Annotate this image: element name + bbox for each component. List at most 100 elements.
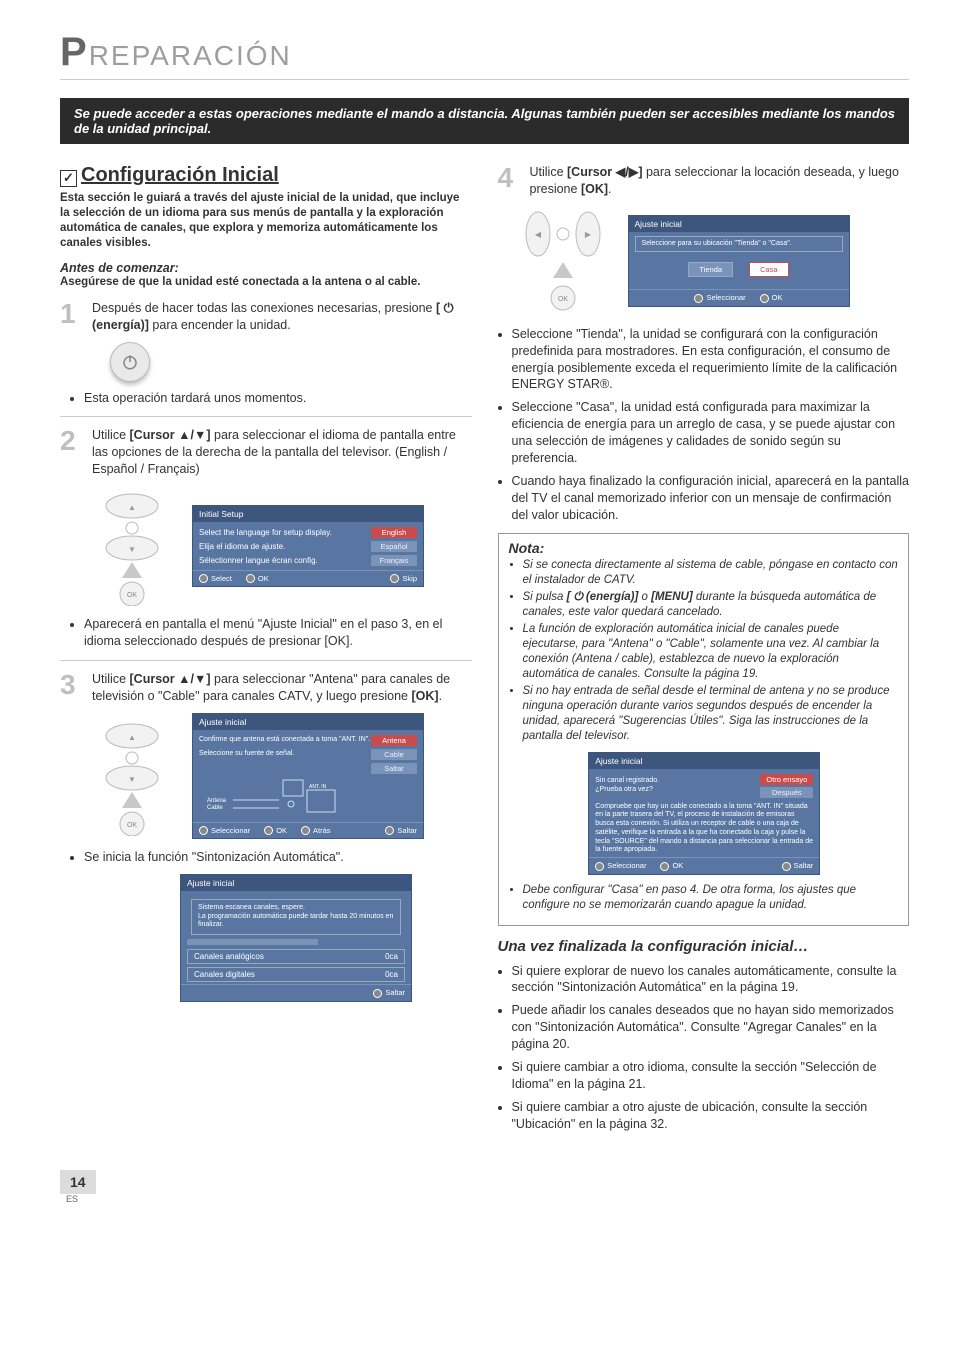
screen-language-footer: Select OK Skip [193, 570, 423, 587]
screen-location: Ajuste inicial Seleccione para su ubicac… [628, 215, 850, 307]
note-3: La función de exploración automática ini… [523, 622, 899, 682]
svg-text:OK: OK [127, 822, 137, 829]
loc-opt-tienda: Tienda [688, 262, 733, 277]
note-list: Si se conecta directamente al sistema de… [523, 558, 899, 743]
screen-language-title: Initial Setup [193, 506, 423, 522]
svg-text:Antena: Antena [207, 798, 227, 804]
remote-dpad-graphic-2: ▲ ▼ OK [92, 716, 172, 836]
lang-opt-english: English [371, 527, 417, 538]
after-4: Si quiere cambiar a otro ajuste de ubica… [512, 1099, 910, 1133]
step-4-bullet-1: Seleccione "Tienda", la unidad se config… [512, 326, 910, 394]
config-intro: Esta sección le guiará a través del ajus… [60, 191, 472, 251]
screen-source-title: Ajuste inicial [193, 714, 423, 730]
retry-f1: Seleccionar [607, 861, 646, 870]
step-1-bullets: Esta operación tardará unos momentos. [84, 390, 472, 407]
scan-l2: La programación automática puede tardar … [198, 913, 394, 931]
step-4-key: [Cursor ◀/▶] [567, 165, 642, 179]
note-title: Nota: [509, 540, 899, 556]
page-lang: ES [66, 1194, 909, 1204]
step-4-bullets: Seleccione "Tienda", la unidad se config… [512, 326, 910, 524]
scan-l1: Sistema escanea canales, espere. [198, 904, 394, 913]
retry-f2: OK [672, 861, 683, 870]
lang-row2: Elija el idioma de ajuste. [199, 542, 285, 551]
callout-bar: Se puede acceder a estas operaciones med… [60, 98, 909, 144]
step-3-key2: [OK] [411, 689, 438, 703]
remote-dpad-graphic-3: ◀ ▶ OK [518, 206, 608, 316]
step-3: 3 Utilice [Cursor ▲/▼] para seleccionar … [60, 671, 472, 705]
step-3-number: 3 [60, 671, 82, 705]
src-opt-cable: Cable [371, 749, 417, 760]
screen-location-footer: Seleccionar OK [629, 289, 849, 306]
retry-opt2: Después [760, 787, 813, 798]
step-4-bullet-3: Cuando haya finalizado la configuración … [512, 473, 910, 524]
left-column: ✓Configuración Inicial Esta sección le g… [60, 164, 472, 1140]
scan-val-a: 0ca [385, 952, 398, 961]
page-container: PREPARACIÓN Se puede acceder a estas ope… [0, 0, 954, 1224]
step-2-body: Utilice [Cursor ▲/▼] para seleccionar el… [92, 427, 472, 478]
step-4-number: 4 [498, 164, 520, 198]
src-f4: Saltar [397, 826, 417, 835]
step-2-number: 2 [60, 427, 82, 478]
step-3-key: [Cursor ▲/▼] [130, 672, 211, 686]
after-list: Si quiere explorar de nuevo los canales … [512, 963, 910, 1133]
loc-line1: Seleccione para su ubicación "Tienda" o … [635, 236, 843, 253]
screen-source-footer: Seleccionar OK Atrás Saltar [193, 822, 423, 839]
power-button-graphic [110, 342, 150, 382]
lang-row1: Select the language for setup display. [199, 528, 332, 537]
after-3: Si quiere cambiar a otro idioma, consult… [512, 1059, 910, 1093]
connection-diagram-icon: Antena Cable ANT. IN [199, 776, 349, 818]
svg-text:▼: ▼ [128, 775, 136, 784]
note-2: Si pulsa [ ⏻ (energía)] o [MENU] durante… [523, 590, 899, 620]
page-number: 14 [60, 1170, 96, 1194]
loc-opt-casa: Casa [749, 262, 789, 277]
src-opt-antena: Antena [371, 735, 417, 746]
scan-val-d: 0ca [385, 970, 398, 979]
screen-retry-body: Sin canal registrado. ¿Prueba otra vez? … [589, 769, 819, 858]
screen-source-body: Confirme que antena está conectada a tom… [193, 730, 423, 822]
scan-row-a: Canales analógicos [194, 952, 264, 961]
step-4-text-a: Utilice [530, 165, 568, 179]
svg-text:▲: ▲ [128, 503, 136, 512]
section-first-letter: P [60, 30, 89, 74]
step-3-body: Utilice [Cursor ▲/▼] para seleccionar "A… [92, 671, 472, 705]
step-1-bullet-1: Esta operación tardará unos momentos. [84, 390, 472, 407]
right-column: 4 Utilice [Cursor ◀/▶] para seleccionar … [498, 164, 910, 1140]
screen-scan-footer: Saltar [181, 984, 411, 1001]
note-4: Si no hay entrada de señal desde el term… [523, 684, 899, 744]
svg-text:OK: OK [127, 592, 137, 599]
svg-text:◀: ◀ [534, 230, 541, 239]
note-5: Debe configurar "Casa" en paso 4. De otr… [523, 883, 899, 913]
lang-f3: Skip [402, 574, 417, 583]
retry-l1: Sin canal registrado. [595, 777, 659, 786]
lang-f1: Select [211, 574, 232, 583]
screen-language: Initial Setup Select the language for se… [192, 505, 424, 588]
screen-retry: Ajuste inicial Sin canal registrado. ¿Pr… [588, 752, 820, 875]
progress-bar-icon [187, 939, 318, 945]
loc-f1: Seleccionar [706, 293, 745, 302]
screen-location-title: Ajuste inicial [629, 216, 849, 232]
step-1-body: Después de hacer todas las conexiones ne… [92, 300, 472, 334]
scan-f1: Saltar [385, 988, 405, 997]
step-2: 2 Utilice [Cursor ▲/▼] para seleccionar … [60, 427, 472, 478]
screen-source: Ajuste inicial Confirme que antena está … [192, 713, 424, 840]
lang-opt-espanol: Español [371, 541, 417, 552]
step-4: 4 Utilice [Cursor ◀/▶] para seleccionar … [498, 164, 910, 198]
src-opt-saltar: Saltar [371, 763, 417, 774]
src-line1: Confirme que antena está conectada a tom… [199, 736, 370, 745]
step-1-number: 1 [60, 300, 82, 334]
remote-dpad-graphic-1: ▲ ▼ OK [92, 486, 172, 606]
step-4-key2: [OK] [581, 182, 608, 196]
screen-scan: Ajuste inicial Sistema escanea canales, … [180, 874, 412, 1002]
retry-l3: Compruebe que hay un cable conectado a l… [595, 803, 813, 856]
screen-retry-footer: Seleccionar OK Saltar [589, 857, 819, 874]
step-2-bullets: Aparecerá en pantalla el menú "Ajuste In… [84, 616, 472, 650]
step-2-text-a: Utilice [92, 428, 130, 442]
step-2-figure: ▲ ▼ OK Initial Setup Select the language… [92, 486, 472, 606]
retry-f3: Saltar [794, 861, 814, 870]
src-line2: Seleccione su fuente de señal. [199, 750, 294, 759]
section-title: PREPARACIÓN [60, 30, 909, 80]
scan-row-d: Canales digitales [194, 970, 255, 979]
svg-text:OK: OK [557, 296, 567, 303]
note-1: Si se conecta directamente al sistema de… [523, 558, 899, 588]
screen-retry-wrapper: Ajuste inicial Sin canal registrado. ¿Pr… [588, 752, 818, 875]
